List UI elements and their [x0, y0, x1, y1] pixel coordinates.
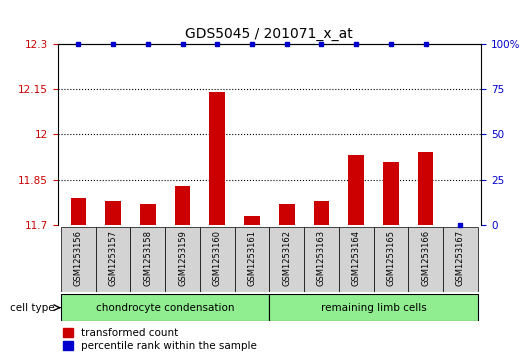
Legend: transformed count, percentile rank within the sample: transformed count, percentile rank withi… [63, 328, 257, 351]
Bar [373, 227, 408, 292]
Bar [140, 204, 156, 225]
Bar [61, 227, 96, 292]
Text: GSM1253160: GSM1253160 [213, 230, 222, 286]
Bar [105, 201, 121, 225]
Bar [200, 227, 235, 292]
Bar [304, 227, 339, 292]
Title: GDS5045 / 201071_x_at: GDS5045 / 201071_x_at [186, 27, 353, 41]
Text: GSM1253156: GSM1253156 [74, 230, 83, 286]
Text: GSM1253162: GSM1253162 [282, 230, 291, 286]
Bar [175, 186, 190, 225]
Bar [96, 227, 130, 292]
Bar [165, 227, 200, 292]
Text: GSM1253159: GSM1253159 [178, 230, 187, 286]
Bar [279, 204, 294, 225]
Bar [383, 162, 399, 225]
Bar [408, 227, 443, 292]
Bar [209, 92, 225, 225]
Bar [418, 152, 434, 225]
Text: remaining limb cells: remaining limb cells [321, 303, 426, 313]
Text: GSM1253161: GSM1253161 [247, 230, 256, 286]
Text: GSM1253163: GSM1253163 [317, 230, 326, 286]
Bar [443, 227, 477, 292]
Text: GSM1253158: GSM1253158 [143, 230, 152, 286]
Bar [339, 227, 373, 292]
Bar [235, 227, 269, 292]
Text: GSM1253157: GSM1253157 [109, 230, 118, 286]
Text: cell type: cell type [10, 303, 55, 313]
Text: chondrocyte condensation: chondrocyte condensation [96, 303, 234, 313]
Text: GSM1253166: GSM1253166 [421, 230, 430, 286]
Text: GSM1253167: GSM1253167 [456, 230, 465, 286]
Bar [244, 216, 260, 225]
Bar [314, 201, 329, 225]
Text: GSM1253165: GSM1253165 [386, 230, 395, 286]
Text: GSM1253164: GSM1253164 [351, 230, 361, 286]
Bar [269, 294, 477, 321]
Bar [269, 227, 304, 292]
Bar [130, 227, 165, 292]
Bar [61, 294, 269, 321]
Bar [71, 198, 86, 225]
Bar [348, 155, 364, 225]
